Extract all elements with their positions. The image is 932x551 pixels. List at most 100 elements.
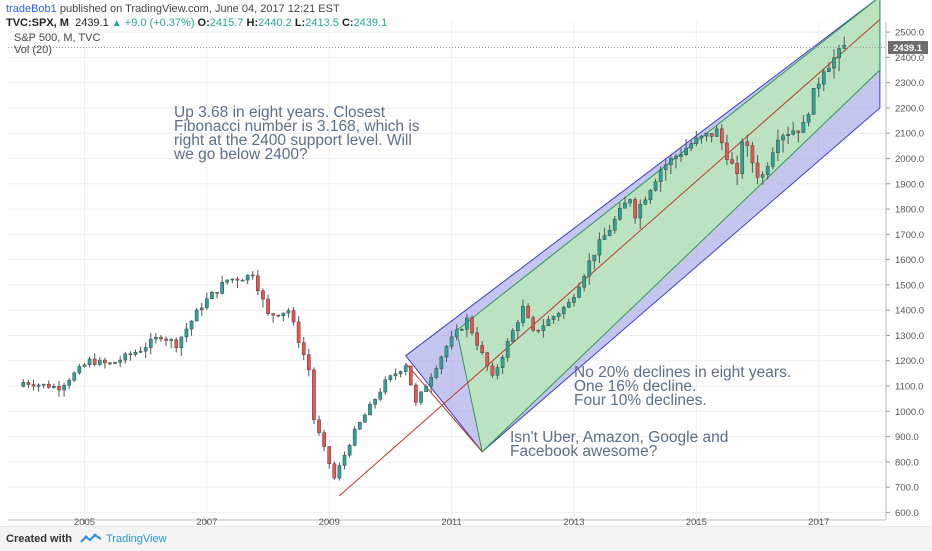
- candle: [470, 315, 474, 336]
- candle-body: [740, 141, 745, 175]
- candle-body: [388, 375, 393, 380]
- candle-body: [786, 134, 790, 136]
- candle-body: [108, 362, 112, 365]
- candle: [827, 62, 831, 73]
- candle: [327, 446, 332, 469]
- candle: [745, 134, 750, 157]
- candle: [128, 351, 133, 361]
- chart-header: tradeBob1 published on TradingView.com, …: [0, 0, 932, 34]
- candle: [750, 141, 755, 173]
- price-chart[interactable]: 600.0 700.0 800.0 900.0 1000.0 1100.0 1200.0 13…: [0, 0, 932, 526]
- candle: [52, 383, 56, 389]
- candle: [363, 413, 367, 423]
- candle-body: [220, 281, 224, 294]
- candle-body: [327, 446, 332, 465]
- close-label: C:: [341, 17, 354, 29]
- candle-body: [138, 350, 143, 353]
- candle: [322, 429, 326, 451]
- candle: [648, 188, 653, 204]
- candle-body: [796, 130, 801, 133]
- y-tick-label: 600.0: [895, 508, 919, 519]
- candle: [561, 305, 566, 319]
- quote-line: TVC:SPX, M 2439.1 ▲ +9.0 (+0.37%) O:2415…: [6, 17, 387, 29]
- candle: [643, 196, 648, 206]
- candle: [245, 274, 250, 285]
- candle: [77, 363, 82, 375]
- candle: [679, 148, 683, 163]
- candle-body: [551, 316, 556, 320]
- candle: [164, 336, 168, 347]
- candle: [816, 77, 821, 98]
- candle: [689, 139, 694, 152]
- candle: [21, 379, 26, 388]
- candle: [92, 353, 97, 367]
- candle-body: [465, 317, 469, 330]
- y-tick-label: 700.0: [895, 483, 919, 494]
- candle-body: [205, 298, 209, 309]
- candle-body: [801, 122, 806, 133]
- candle: [306, 349, 311, 377]
- x-tick-label: 2013: [563, 517, 584, 526]
- candle-body: [587, 260, 592, 277]
- candle: [730, 151, 734, 165]
- candle-body: [92, 358, 97, 365]
- candle-body: [821, 71, 826, 85]
- candle-body: [730, 159, 734, 164]
- candle-body: [776, 139, 780, 153]
- candle-body: [490, 365, 495, 376]
- candle-body: [357, 422, 362, 430]
- candle-body: [725, 142, 729, 160]
- candle-body: [684, 147, 688, 155]
- candle: [281, 312, 286, 322]
- candle-body: [424, 386, 428, 393]
- candle-body: [495, 367, 500, 376]
- candle: [266, 294, 270, 316]
- annotation-tech: Isn't Uber, Amazon, Google and Facebook …: [510, 430, 728, 460]
- annotation-line: One 16% decline.: [574, 378, 697, 395]
- candle: [439, 355, 444, 375]
- candle-body: [52, 385, 56, 388]
- candle-body: [531, 317, 535, 331]
- candle: [485, 351, 490, 372]
- candle: [638, 199, 643, 229]
- candle-body: [449, 336, 454, 347]
- candle-body: [459, 329, 464, 331]
- candle: [582, 273, 586, 292]
- candle-body: [429, 377, 434, 387]
- candle-body: [521, 305, 525, 323]
- candle-body: [261, 290, 265, 300]
- y-tick-label: 2100.0: [895, 129, 924, 140]
- candle: [577, 282, 581, 299]
- center-line: [339, 19, 881, 497]
- candle-body: [215, 292, 219, 294]
- candle: [663, 159, 668, 181]
- candle: [592, 254, 597, 270]
- candle: [719, 124, 724, 151]
- candle-body: [322, 432, 326, 447]
- candle-body: [363, 414, 367, 423]
- candle: [261, 288, 265, 308]
- candle-body: [82, 364, 87, 367]
- candle-body: [317, 419, 321, 433]
- candle: [536, 329, 541, 334]
- candle: [612, 215, 617, 234]
- y-tick-label: 1000.0: [895, 407, 924, 418]
- tradingview-brand[interactable]: TradingView: [106, 533, 167, 545]
- candle: [133, 349, 138, 357]
- annotation-line: we go below 2400?: [174, 146, 308, 163]
- candle-body: [526, 305, 530, 319]
- low-label: L:: [294, 17, 306, 29]
- publisher-user[interactable]: tradeBob1: [6, 3, 57, 15]
- x-tick-label: 2011: [441, 517, 461, 526]
- candle: [317, 415, 321, 436]
- candle: [225, 279, 230, 285]
- candle: [669, 154, 673, 175]
- candle: [607, 224, 612, 237]
- candle-body: [516, 322, 520, 331]
- candle: [495, 364, 500, 380]
- candle-body: [230, 278, 235, 281]
- candle: [556, 311, 561, 322]
- y-tick-label: 1300.0: [895, 331, 924, 342]
- candle: [801, 115, 806, 133]
- candle: [67, 377, 72, 390]
